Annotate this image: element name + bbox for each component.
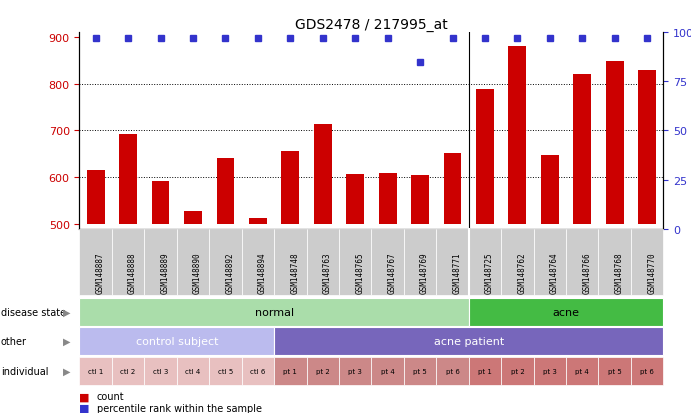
Text: pt 3: pt 3 [348,368,362,374]
Text: ctl 1: ctl 1 [88,368,104,374]
Text: GSM148763: GSM148763 [323,252,332,293]
Text: GSM148890: GSM148890 [193,252,202,293]
Text: other: other [1,336,27,346]
Bar [606,62,623,225]
Text: ■: ■ [79,392,90,401]
Text: GSM148767: GSM148767 [388,252,397,293]
Text: ctl 5: ctl 5 [218,368,233,374]
Text: GSM148888: GSM148888 [128,252,137,293]
Text: acne patient: acne patient [434,336,504,346]
Title: GDS2478 / 217995_at: GDS2478 / 217995_at [295,18,448,32]
Bar [184,211,202,225]
Text: pt 4: pt 4 [381,368,395,374]
Text: pt 1: pt 1 [283,368,297,374]
Bar [574,75,591,225]
Text: ■: ■ [79,403,90,413]
Text: ▶: ▶ [64,307,70,317]
Text: GSM148770: GSM148770 [647,252,656,293]
Bar [411,176,429,225]
Text: GSM148887: GSM148887 [95,252,104,293]
Text: pt 5: pt 5 [608,368,622,374]
Text: GSM148889: GSM148889 [160,252,169,293]
Text: GSM148765: GSM148765 [355,252,364,293]
Text: ctl 4: ctl 4 [185,368,200,374]
Bar [120,134,137,225]
Text: pt 3: pt 3 [543,368,557,374]
Text: ctl 2: ctl 2 [120,368,135,374]
Text: control subject: control subject [135,336,218,346]
Text: GSM148894: GSM148894 [258,252,267,293]
Bar [151,182,169,225]
Bar [638,71,656,225]
Text: normal: normal [254,307,294,317]
Text: ctl 3: ctl 3 [153,368,168,374]
Text: GSM148766: GSM148766 [583,252,591,293]
Bar [314,125,332,225]
Bar [444,154,462,225]
Text: GSM148762: GSM148762 [518,252,527,293]
Text: pt 1: pt 1 [478,368,492,374]
Bar [346,175,364,225]
Text: percentile rank within the sample: percentile rank within the sample [97,403,262,413]
Text: pt 4: pt 4 [576,368,589,374]
Bar [476,90,494,225]
Bar [249,219,267,225]
Bar [87,171,104,225]
Text: GSM148769: GSM148769 [420,252,429,293]
Text: GSM148892: GSM148892 [225,252,234,293]
Text: pt 2: pt 2 [316,368,330,374]
Text: pt 5: pt 5 [413,368,427,374]
Text: GSM148771: GSM148771 [453,252,462,293]
Bar [216,158,234,225]
Text: ctl 6: ctl 6 [250,368,265,374]
Text: pt 2: pt 2 [511,368,524,374]
Text: acne: acne [553,307,580,317]
Text: GSM148768: GSM148768 [615,252,624,293]
Text: GSM148725: GSM148725 [485,252,494,293]
Text: GSM148748: GSM148748 [290,252,299,293]
Bar [541,155,559,225]
Text: count: count [97,392,124,401]
Bar [281,151,299,225]
Text: pt 6: pt 6 [640,368,654,374]
Text: GSM148764: GSM148764 [550,252,559,293]
Text: pt 6: pt 6 [446,368,460,374]
Bar [379,173,397,225]
Bar [509,47,527,225]
Text: ▶: ▶ [64,366,70,376]
Text: disease state: disease state [1,307,66,317]
Text: individual: individual [1,366,48,376]
Text: ▶: ▶ [64,336,70,346]
